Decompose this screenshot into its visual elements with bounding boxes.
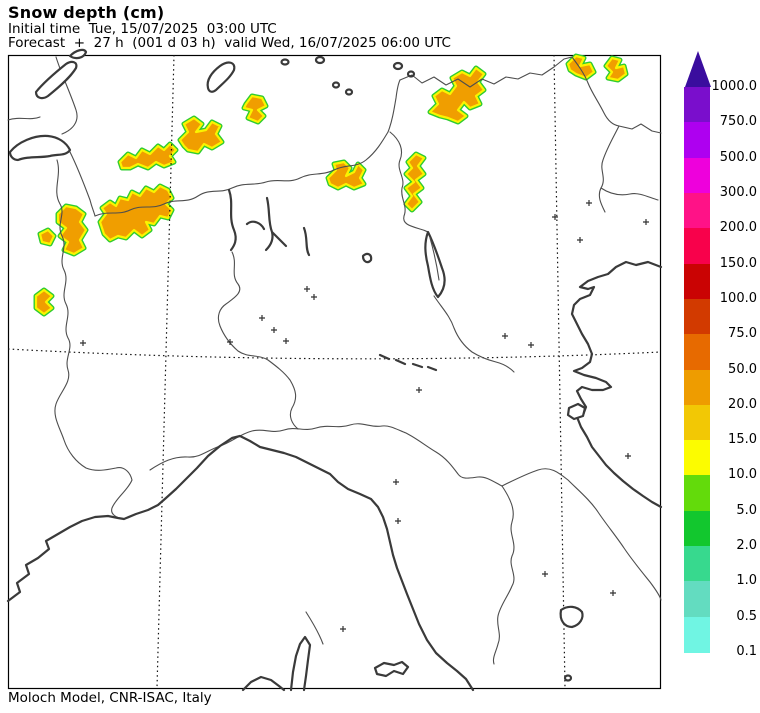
colorbar-label: 200.0 <box>719 220 757 236</box>
lake-maggiore <box>227 188 237 252</box>
lake-geneva <box>8 134 72 162</box>
colorbar-band <box>684 334 710 370</box>
initial-time-text: Initial time Tue, 15/07/2025 03:00 UTC <box>8 21 277 37</box>
glacier-blob <box>206 61 236 93</box>
corsica-cape <box>289 635 312 692</box>
colorbar-label: 20.0 <box>728 396 757 412</box>
colorbar-band <box>684 440 710 476</box>
riviera-tuscany-coast <box>6 434 475 692</box>
lake-idro <box>361 252 373 264</box>
meridian-east <box>553 54 566 689</box>
lake-lugano <box>245 220 266 231</box>
borders <box>7 56 662 665</box>
graticule <box>7 54 662 689</box>
colorbar-label: 5.0 <box>736 502 757 518</box>
colorbar-band <box>684 263 710 300</box>
lake-garda <box>424 230 446 299</box>
po-river-segments <box>378 353 438 372</box>
coastlines <box>6 48 663 692</box>
colorbar-label: 50.0 <box>728 361 757 377</box>
colorbar-band <box>684 87 710 123</box>
page-title: Snow depth (cm) <box>8 3 165 22</box>
colorbar-label: 75.0 <box>728 326 757 342</box>
colorbar-band <box>684 616 710 653</box>
colorbar-label: 750.0 <box>719 114 757 130</box>
colorbar-band <box>684 510 710 547</box>
colorbar-label: 300.0 <box>719 184 757 200</box>
corsica-west <box>241 675 286 692</box>
colorbar-band <box>684 546 710 582</box>
lake-biel <box>68 48 88 60</box>
colorbar-label: 0.5 <box>736 608 757 624</box>
meridian-west <box>156 54 175 689</box>
parallel-45n <box>7 348 662 360</box>
colorbar-label: 500.0 <box>719 149 757 165</box>
colorbar-label: 1.0 <box>736 573 757 589</box>
map-frame <box>7 54 662 690</box>
colorbar-band <box>684 298 710 335</box>
colorbar-label: 150.0 <box>719 255 757 271</box>
colorbar-band <box>684 228 710 265</box>
colorbar-band <box>684 369 710 406</box>
colorbar-label: 2.0 <box>736 538 757 554</box>
colorbar-label: 0.1 <box>736 644 757 659</box>
lake-como <box>264 196 288 252</box>
footer-credit: Moloch Model, CNR-ISAC, Italy <box>8 690 212 706</box>
colorbar-label: 15.0 <box>728 432 757 448</box>
elba-island <box>373 660 410 678</box>
point-markers <box>80 200 649 632</box>
colorbar-band <box>684 404 710 441</box>
small-lakes <box>280 55 573 682</box>
comacchio-lagoon <box>566 402 587 421</box>
colorbar-label: 100.0 <box>719 290 757 306</box>
lake-trasimeno <box>559 605 584 629</box>
lake-iseo <box>302 226 311 257</box>
colorbar-band <box>684 122 710 159</box>
colorbar-label: 10.0 <box>728 467 757 483</box>
colorbar-band <box>684 157 710 194</box>
forecast-valid-text: Forecast + 27 h (001 d 03 h) valid Wed, … <box>8 35 451 51</box>
colorbar-band <box>684 475 710 512</box>
colorbar-arrow-icon <box>685 51 711 87</box>
colorbar-label: 1000.0 <box>711 79 758 94</box>
colorbar: 1000.0 750.0 500.0 300.0 200.0 150.0 100.0 75.0… <box>684 0 760 713</box>
lake-neuchatel <box>34 60 78 100</box>
colorbar-band <box>684 581 710 618</box>
adriatic-coast <box>570 260 663 509</box>
colorbar-band <box>684 192 710 229</box>
